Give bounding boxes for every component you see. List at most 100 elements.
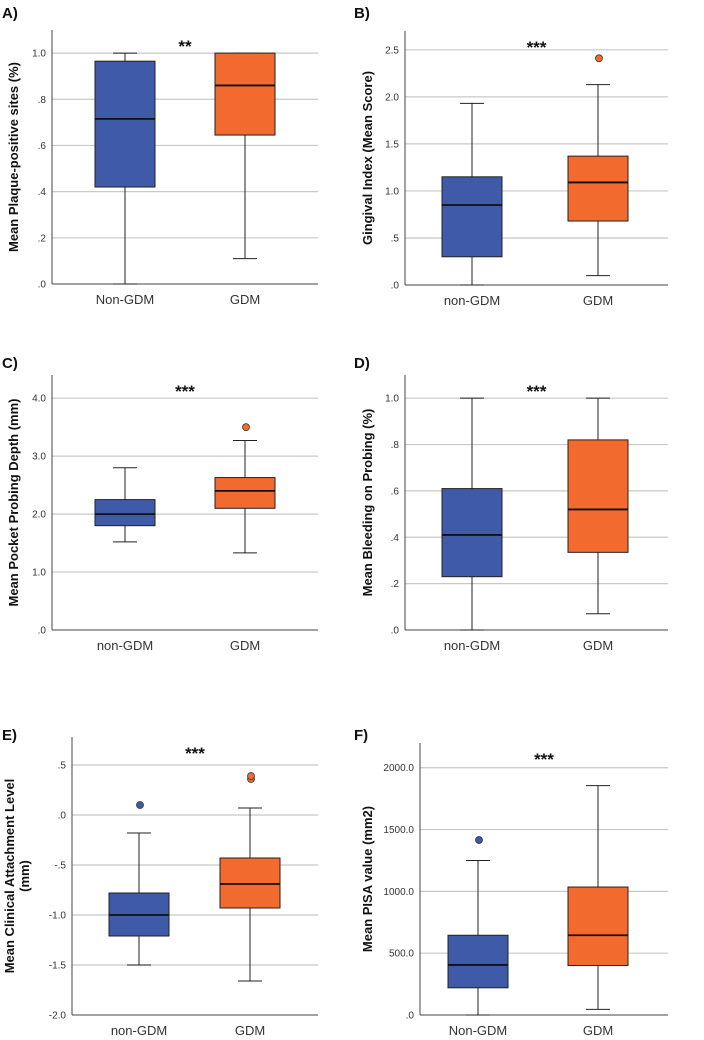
box-gdm: GDM [214,423,276,653]
iqr-box [567,155,629,222]
y-tick-label: -1.0 [49,911,67,922]
y-tick-label: 500.0 [389,949,414,960]
y-axis-label: (mm) [17,860,32,892]
x-category-label: non-GDM [444,638,500,653]
x-category-label: non-GDM [111,1023,167,1038]
iqr-box [94,60,156,188]
y-axis-label: Mean Bleeding on Probing (%) [360,409,375,597]
y-tick-label: 1.0 [385,394,399,405]
outlier-point [595,54,603,63]
y-tick-label: .2 [391,579,400,590]
y-tick-label: 3.0 [32,452,46,463]
y-tick-label: .0 [38,626,47,637]
panel-label: D) [354,355,370,372]
panel-label: E) [2,727,17,744]
y-tick-label: .0 [391,281,400,292]
significance-marker: *** [527,38,547,57]
y-tick-label: -2.0 [49,1011,67,1022]
y-axis-label: Mean PISA value (mm2) [360,806,375,952]
panel-d: .0 .2 .4 .6 .8 1.0 D) *** Mean Bleeding on Probi… [354,355,668,653]
y-tick-label: .0 [38,280,47,291]
box-non-gdm: non-GDM [108,801,170,1038]
y-tick-label: 1.5 [385,139,399,150]
panel-f: .0 500.0 1000.0 1500.0 2000.0 F) *** Mean PISA … [354,727,668,1038]
y-tick-label: 1000.0 [383,887,414,898]
significance-marker: *** [175,382,195,401]
y-tick-label: -.5 [54,861,66,872]
y-tick-label: .4 [38,187,47,198]
outlier-point [247,772,255,780]
x-category-label: GDM [583,293,613,308]
x-category-label: non-GDM [97,638,153,653]
y-tick-label: 1.0 [32,568,46,579]
box-gdm: GDM [567,54,629,308]
x-category-label: Non-GDM [449,1023,508,1038]
panel-label: C) [2,355,18,372]
outlier-point [136,801,144,809]
y-tick-label: 2.0 [32,510,46,521]
iqr-box [94,499,156,527]
box-gdm: GDM [214,52,276,307]
y-tick-label: 4.0 [32,394,46,405]
x-category-label: non-GDM [444,293,500,308]
panel-e: -2.0 -1.5 -1.0 -.5 .0 .5 E) *** Mean Clinical At… [2,727,318,1038]
y-tick-label: 2000.0 [383,763,414,774]
significance-marker: *** [534,750,554,769]
x-category-label: GDM [235,1023,265,1038]
x-category-label: GDM [583,638,613,653]
y-tick-label: .8 [38,95,47,106]
x-category-label: Non-GDM [96,292,155,307]
panel-b: .0 .5 1.0 1.5 2.0 2.5 B) *** Gingival Index (Mea… [354,5,668,308]
box-non-gdm: non-GDM [94,467,156,653]
y-tick-label: .5 [58,761,67,772]
y-tick-label: .0 [391,626,400,637]
outlier-point [475,836,483,844]
y-tick-label: .5 [391,233,400,244]
y-tick-label: 2.5 [385,45,399,56]
significance-marker: *** [527,382,547,401]
y-tick-label: .2 [38,233,47,244]
y-tick-label: 2.0 [385,92,399,103]
box-gdm: GDM [219,772,281,1038]
significance-marker: *** [185,744,205,763]
panel-label: A) [2,5,18,22]
y-tick-label: 1500.0 [383,825,414,836]
panel-label: F) [354,727,368,744]
iqr-box [447,934,509,989]
x-category-label: GDM [230,638,260,653]
iqr-box [214,477,276,509]
significance-marker: ** [178,37,192,56]
panel-label: B) [354,5,370,22]
outlier-point [242,423,250,432]
y-tick-label: 1.0 [32,49,46,60]
y-axis-label: Mean Clinical Attachment Level [2,779,17,974]
box-non-gdm: Non-GDM [447,836,509,1038]
x-category-label: GDM [230,292,260,307]
box-gdm: GDM [567,785,629,1038]
box-gdm: GDM [567,397,629,653]
panel-c: .0 1.0 2.0 3.0 4.0 C) *** Mean Pocket Probing D… [2,355,318,653]
y-tick-label: .4 [391,533,400,544]
box-non-gdm: non-GDM [441,397,503,653]
y-tick-label: .0 [58,811,67,822]
panel-a: .0 .2 .4 .6 .8 1.0 A) ** Mean Plaque-positive si… [2,5,318,307]
iqr-box [441,176,503,258]
box-non-gdm: Non-GDM [94,52,156,307]
y-tick-label: .8 [391,440,400,451]
iqr-box [567,886,629,967]
y-tick-label: 1.0 [385,186,399,197]
iqr-box [219,857,281,909]
y-tick-label: .6 [38,141,47,152]
iqr-box [567,439,629,553]
iqr-box [441,488,503,578]
y-axis-label: Mean Plaque-positive sites (%) [6,62,21,252]
y-axis-label: Gingival Index (Mean Score) [360,71,375,245]
y-tick-label: -1.5 [49,961,67,972]
y-tick-label: .6 [391,486,400,497]
y-axis-label: Mean Pocket Probing Depth (mm) [6,398,21,606]
box-non-gdm: non-GDM [441,102,503,308]
iqr-box [214,52,276,136]
x-category-label: GDM [583,1023,613,1038]
